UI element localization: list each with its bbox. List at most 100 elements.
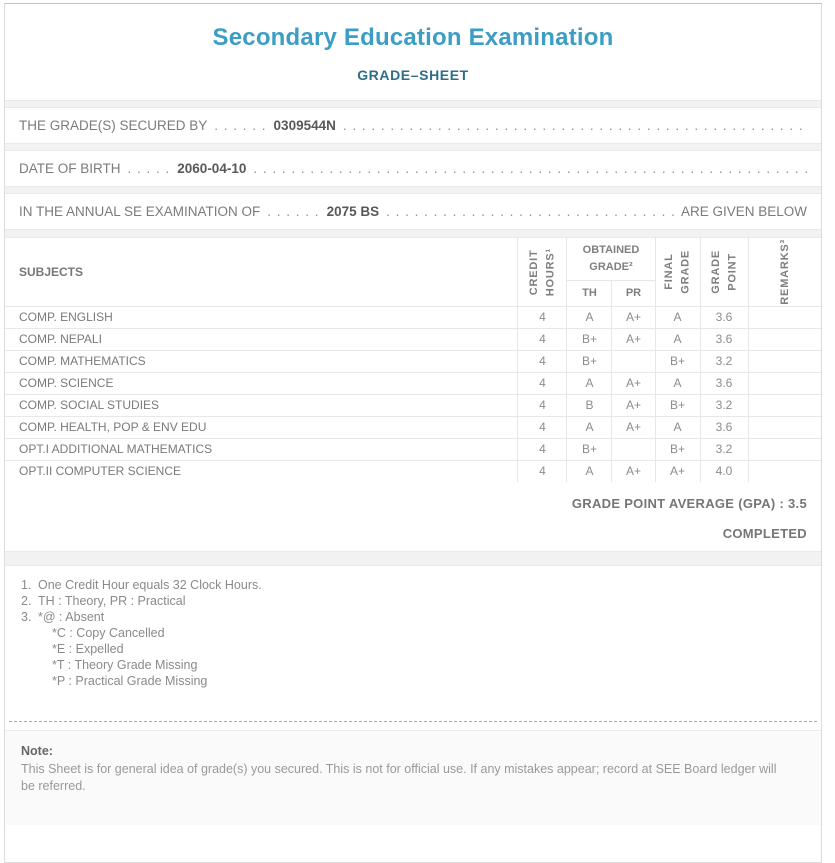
- footnote-number: 3.: [21, 610, 32, 624]
- cell-theory-grade: A: [566, 459, 613, 483]
- cell-final-grade: B+: [654, 393, 701, 417]
- footnote-text: One Credit Hour equals 32 Clock Hours.: [38, 578, 262, 592]
- dot-gap: . . . . . .: [267, 204, 320, 219]
- grade-sheet-card: Secondary Education Examination GRADE–SH…: [4, 3, 822, 863]
- separator-band: [5, 186, 821, 194]
- gpa-label: GRADE POINT AVERAGE (GPA): [571, 496, 776, 511]
- footnote-item: 2. TH : Theory, PR : Practical: [21, 593, 805, 609]
- cell-theory-grade: A: [566, 305, 613, 329]
- column-header-subjects: SUBJECTS: [4, 237, 519, 307]
- cell-remarks: [747, 371, 822, 395]
- note-block: Note: This Sheet is for general idea of …: [5, 730, 821, 825]
- cell-grade-point: 3.2: [699, 393, 749, 417]
- dot-leader: . . . . . . . . . . . . . . . . . . . . …: [342, 118, 807, 133]
- column-header-practical: PR: [611, 279, 656, 307]
- results-table: SUBJECTS CREDIT HOURS¹ OBTAINED GRADE² F…: [4, 237, 822, 483]
- info-label: THE GRADE(S) SECURED BY: [19, 118, 208, 133]
- credit-hours-label: CREDIT HOURS¹: [527, 247, 557, 296]
- table-row: COMP. SOCIAL STUDIES 4 B A+ B+ 3.2: [4, 393, 822, 417]
- footnote-item: 3. *@ : Absent: [21, 609, 805, 625]
- table-row: COMP. HEALTH, POP & ENV EDU 4 A A+ A 3.6: [4, 415, 822, 439]
- column-header-grade-point: GRADE POINT: [699, 237, 749, 307]
- cell-practical-grade: A+: [611, 327, 656, 351]
- summary-block: GRADE POINT AVERAGE (GPA) : 3.5 COMPLETE…: [5, 482, 821, 551]
- cell-final-grade: A: [654, 415, 701, 439]
- table-row: COMP. NEPALI 4 B+ A+ A 3.6: [4, 327, 822, 351]
- grade-point-label: GRADE POINT: [709, 249, 739, 294]
- title-block: Secondary Education Examination GRADE–SH…: [5, 4, 821, 100]
- cell-theory-grade: A: [566, 415, 613, 439]
- footnote-text: TH : Theory, PR : Practical: [38, 594, 186, 608]
- footnote-list: 1. One Credit Hour equals 32 Clock Hours.…: [5, 566, 821, 698]
- cell-remarks: [747, 349, 822, 373]
- info-label: IN THE ANNUAL SE EXAMINATION OF: [19, 204, 261, 219]
- dashed-divider: [9, 721, 817, 722]
- cell-subject: COMP. HEALTH, POP & ENV EDU: [4, 415, 519, 439]
- cell-credit-hours: 4: [517, 349, 568, 373]
- cell-practical-grade: [611, 437, 656, 461]
- cell-practical-grade: A+: [611, 393, 656, 417]
- cell-grade-point: 3.2: [699, 437, 749, 461]
- footnote-subitem: *C : Copy Cancelled: [52, 626, 165, 640]
- cell-theory-grade: B: [566, 393, 613, 417]
- cell-remarks: [747, 393, 822, 417]
- cell-remarks: [747, 327, 822, 351]
- cell-remarks: [747, 459, 822, 483]
- cell-subject: COMP. NEPALI: [4, 327, 519, 351]
- info-line-examination-year: IN THE ANNUAL SE EXAMINATION OF . . . . …: [5, 194, 821, 229]
- cell-grade-point: 3.6: [699, 305, 749, 329]
- column-header-obtained-grade: OBTAINED GRADE²: [566, 237, 656, 281]
- cell-remarks: [747, 415, 822, 439]
- cell-final-grade: B+: [654, 437, 701, 461]
- cell-practical-grade: A+: [611, 371, 656, 395]
- cell-final-grade: A: [654, 371, 701, 395]
- cell-grade-point: 3.6: [699, 371, 749, 395]
- final-grade-label: FINAL GRADE: [663, 249, 692, 294]
- symbol-number-value: 0309544N: [273, 118, 336, 133]
- cell-remarks: [747, 437, 822, 461]
- cell-theory-grade: B+: [566, 349, 613, 373]
- cell-credit-hours: 4: [517, 327, 568, 351]
- gpa-value: 3.5: [788, 496, 807, 511]
- gpa-line: GRADE POINT AVERAGE (GPA) : 3.5: [19, 496, 807, 511]
- dot-gap: . . . . . .: [214, 118, 267, 133]
- table-row: COMP. MATHEMATICS 4 B+ B+ 3.2: [4, 349, 822, 373]
- note-text: This Sheet is for general idea of grade(…: [21, 762, 777, 793]
- column-header-theory: TH: [566, 279, 613, 307]
- table-header: SUBJECTS CREDIT HOURS¹ OBTAINED GRADE² F…: [4, 237, 822, 307]
- cell-practical-grade: A+: [611, 305, 656, 329]
- table-row: COMP. SCIENCE 4 A A+ A 3.6: [4, 371, 822, 395]
- info-line-date-of-birth: DATE OF BIRTH . . . . . 2060-04-10 . . .…: [5, 151, 821, 186]
- cell-subject: COMP. SOCIAL STUDIES: [4, 393, 519, 417]
- cell-theory-grade: B+: [566, 327, 613, 351]
- column-header-remarks: REMARKS³: [747, 237, 822, 307]
- date-of-birth-value: 2060-04-10: [177, 161, 247, 176]
- cell-subject: OPT.I ADDITIONAL MATHEMATICS: [4, 437, 519, 461]
- grade-sheet-subtitle: GRADE–SHEET: [357, 67, 469, 83]
- cell-credit-hours: 4: [517, 437, 568, 461]
- footnote-item: 1. One Credit Hour equals 32 Clock Hours.: [21, 577, 805, 593]
- dot-leader: . . . . . . . . . . . . . . . . . . . . …: [386, 204, 675, 219]
- cell-subject: COMP. MATHEMATICS: [4, 349, 519, 373]
- page-title: Secondary Education Examination: [212, 24, 614, 51]
- info-suffix: ARE GIVEN BELOW: [680, 204, 807, 219]
- footnote-number: 2.: [21, 594, 32, 608]
- footnote-subitem: *E : Expelled: [52, 642, 124, 656]
- cell-final-grade: A: [654, 327, 701, 351]
- table-row: OPT.I ADDITIONAL MATHEMATICS 4 B+ B+ 3.2: [4, 437, 822, 461]
- separator-band: [5, 551, 821, 566]
- footnote-text: *@ : Absent: [38, 610, 105, 624]
- cell-subject: COMP. ENGLISH: [4, 305, 519, 329]
- cell-credit-hours: 4: [517, 305, 568, 329]
- cell-practical-grade: A+: [611, 415, 656, 439]
- footnote-subitem: *T : Theory Grade Missing: [52, 658, 198, 672]
- footnote-number: 1.: [21, 578, 32, 592]
- cell-credit-hours: 4: [517, 371, 568, 395]
- table-body: COMP. ENGLISH 4 A A+ A 3.6 COMP. NEPALI 4 B+ A+ A 3…: [4, 305, 822, 483]
- column-header-credit-hours: CREDIT HOURS¹: [517, 237, 568, 307]
- cell-subject: OPT.II COMPUTER SCIENCE: [4, 459, 519, 483]
- cell-credit-hours: 4: [517, 459, 568, 483]
- cell-grade-point: 3.6: [699, 415, 749, 439]
- cell-theory-grade: B+: [566, 437, 613, 461]
- cell-practical-grade: A+: [611, 459, 656, 483]
